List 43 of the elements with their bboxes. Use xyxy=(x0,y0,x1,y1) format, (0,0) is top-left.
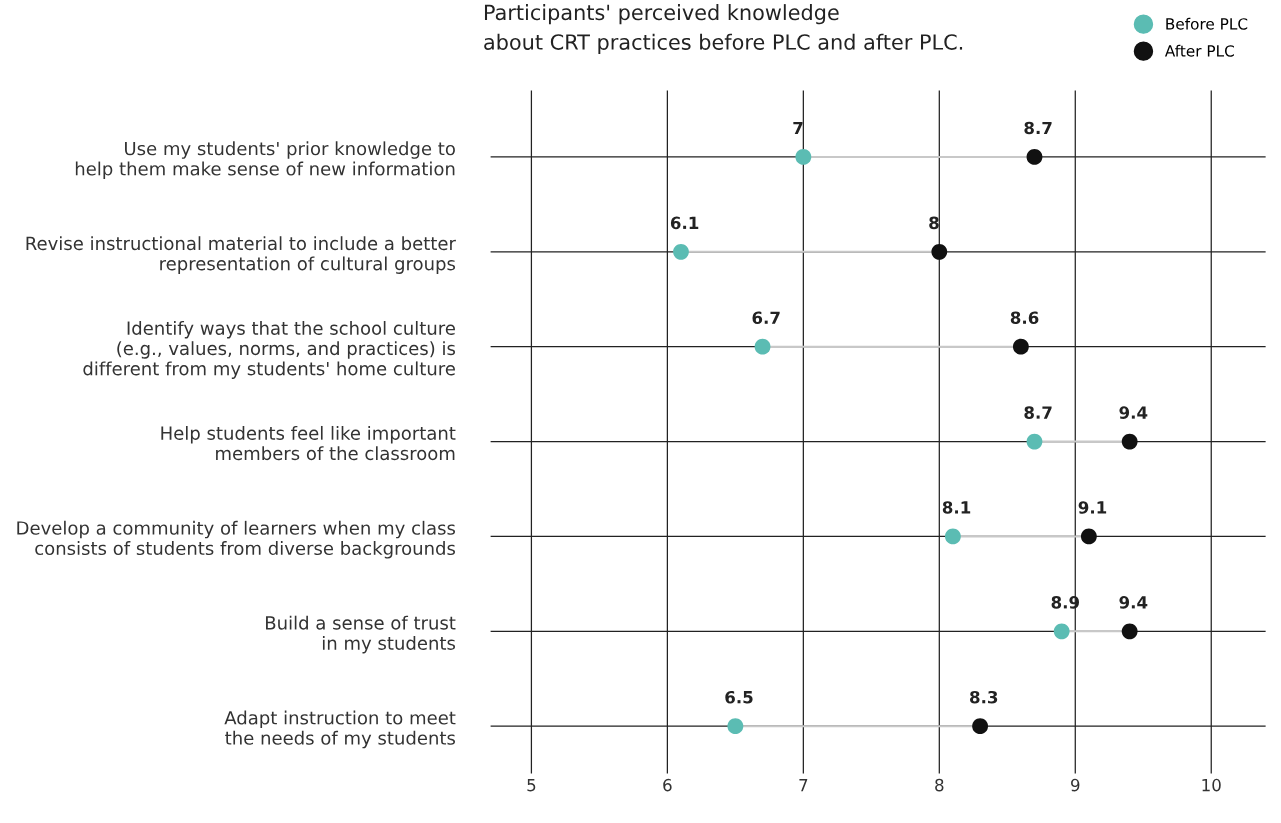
point xyxy=(795,149,812,165)
data-label: 8.3 xyxy=(970,690,998,704)
y-tick-label: Identify ways that the school culture (e.g., values, norms, and practices) is different from my students' home culture xyxy=(83,320,456,379)
chart-title: Participants' perceived knowledge about CRT practices before PLC and after PLC. xyxy=(484,4,963,54)
point xyxy=(1121,623,1138,640)
y-tick-label: Use my students' prior knowledge to help them make sense of new information xyxy=(75,141,455,180)
point xyxy=(1026,433,1043,450)
legend-label: After PLC xyxy=(1164,44,1234,57)
x-tick-label: 6 xyxy=(663,778,672,792)
x-tick-label: 9 xyxy=(1071,778,1080,792)
y-tick-label: Adapt instruction to meet the needs of my students xyxy=(224,710,456,749)
data-label: 8.1 xyxy=(942,501,971,514)
y-tick-label: Help students feel like important members of the classroom xyxy=(161,425,456,461)
point xyxy=(931,243,948,260)
x-tick-label: 7 xyxy=(799,778,808,792)
point xyxy=(1012,338,1029,355)
point xyxy=(944,528,961,545)
legend-label: Before PLC xyxy=(1166,17,1248,30)
data-label: 6.5 xyxy=(725,690,753,704)
point xyxy=(727,718,744,735)
data-label: 9.4 xyxy=(1119,596,1148,609)
data-label: 9.4 xyxy=(1119,406,1148,419)
data-label: 7 xyxy=(793,121,803,135)
point xyxy=(1053,623,1070,640)
x-tick-label: 5 xyxy=(527,778,536,792)
data-label: 8.7 xyxy=(1024,406,1052,419)
data-label: 6.7 xyxy=(752,311,780,325)
data-label: 8.6 xyxy=(1010,311,1039,325)
point xyxy=(972,718,989,735)
data-label: 9.1 xyxy=(1078,501,1107,514)
point xyxy=(673,243,689,260)
y-tick-label: Build a sense of trust in my students xyxy=(266,615,456,654)
data-label: 6.1 xyxy=(670,216,699,230)
data-label: 8 xyxy=(929,216,939,230)
y-tick-label: Revise instructional material to include a better representation of cultural groups xyxy=(26,236,456,274)
x-tick-label: 8 xyxy=(935,778,944,792)
data-label: 8.7 xyxy=(1024,121,1052,135)
x-tick-label: 10 xyxy=(1202,778,1221,792)
point xyxy=(1026,149,1043,165)
point xyxy=(754,338,771,355)
point xyxy=(1121,433,1138,450)
point xyxy=(1080,528,1097,545)
y-tick-label: Develop a community of learners when my class consists of students from diverse backgrounds xyxy=(17,520,456,559)
